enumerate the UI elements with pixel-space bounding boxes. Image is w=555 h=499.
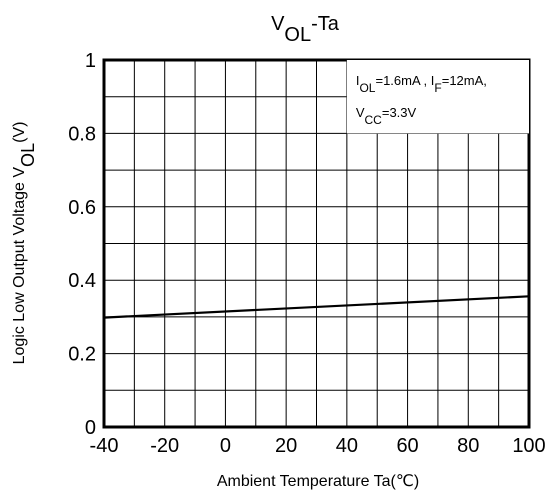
series-group bbox=[103, 295, 530, 319]
y-axis-ticks: 0 0.2 0.4 0.6 0.8 1 bbox=[68, 50, 96, 439]
annotation-line-2: VCC=3.3V bbox=[356, 105, 417, 127]
x-tick-label: -20 bbox=[150, 435, 179, 457]
x-tick-label: 40 bbox=[336, 435, 358, 457]
x-axis-ticks: -40 -20 0 20 40 60 80 100 bbox=[90, 435, 546, 457]
chart-title: VOL-Ta bbox=[271, 13, 340, 46]
y-tick-label: 0 bbox=[85, 417, 96, 439]
x-tick-label: 100 bbox=[512, 435, 545, 457]
x-tick-label: 20 bbox=[275, 435, 297, 457]
x-tick-label: 0 bbox=[220, 435, 231, 457]
x-axis-label: Ambient Temperature Ta(℃) bbox=[217, 473, 419, 490]
y-tick-label: 0.2 bbox=[68, 344, 96, 366]
x-tick-label: 80 bbox=[457, 435, 479, 457]
plot-frame bbox=[102, 58, 531, 429]
annotation-line-1: IOL=1.6mA , IF=12mA, bbox=[356, 73, 487, 95]
y-tick-label: 0.8 bbox=[68, 123, 96, 145]
annotation-box: IOL=1.6mA , IF=12mA, VCC=3.3V bbox=[346, 60, 529, 134]
x-tick-label: 60 bbox=[396, 435, 418, 457]
y-tick-label: 0.6 bbox=[68, 197, 96, 219]
annotation-background bbox=[346, 60, 529, 134]
y-tick-label: 1 bbox=[85, 50, 96, 72]
y-tick-label: 0.4 bbox=[68, 270, 96, 292]
series-line bbox=[103, 295, 530, 319]
x-tick-label: -40 bbox=[90, 435, 119, 457]
y-axis-label: Logic Low Output Voltage VOL(V) bbox=[11, 122, 38, 365]
